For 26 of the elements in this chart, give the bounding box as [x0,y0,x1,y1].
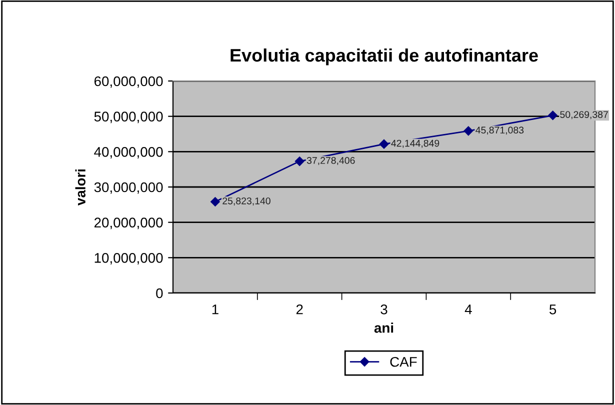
x-tick-label: 5 [549,304,556,314]
x-tick-label: 3 [380,304,388,314]
data-label: 25,823,140 [222,197,270,206]
data-label: 45,871,083 [476,126,524,135]
point [210,197,220,206]
y-tick-label: 60,000,000 [94,76,163,88]
x-tick-label: 2 [296,304,303,314]
y-tick-label: 0 [156,288,163,298]
x-tick-label: 4 [464,304,472,314]
data-label: 42,144,849 [391,140,440,148]
y-tick-label: 20,000,000 [94,218,163,230]
point [379,139,389,149]
point [294,156,304,166]
legend-label: CAF [390,356,417,367]
data-label: 50,269,387 [560,111,608,120]
y-axis-title: valori [75,169,86,206]
point [548,110,558,120]
y-tick-label: 10,000,000 [94,253,163,264]
x-axis-title: ani [374,322,394,333]
point [464,126,474,136]
chart-title: Evolutia capacitatii de autofinantare [230,48,538,66]
data-label: 37,278,406 [306,157,355,166]
y-tick-label: 50,000,000 [94,112,163,124]
x-tick-label: 1 [212,304,218,314]
y-tick-label: 40,000,000 [94,147,163,158]
y-tick-label: 30,000,000 [94,182,163,194]
